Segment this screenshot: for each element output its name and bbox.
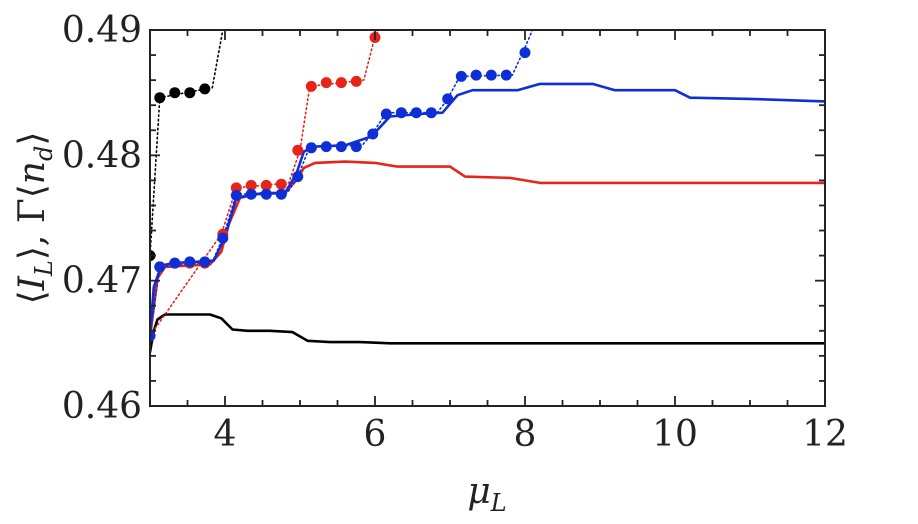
data-point-red-markers	[292, 144, 304, 156]
x-axis-label: μL	[467, 471, 506, 517]
data-point-red-markers	[245, 179, 257, 191]
y-tick-label: 0.46	[62, 386, 142, 427]
data-point-blue-markers	[245, 188, 257, 200]
data-point-blue-markers	[169, 257, 181, 269]
data-point-blue-markers	[154, 261, 166, 273]
plot-area	[150, 30, 825, 354]
data-point-black-markers	[154, 92, 166, 104]
data-point-black-markers	[199, 83, 211, 95]
ticks	[149, 29, 826, 407]
data-point-red-markers	[275, 178, 287, 190]
y-axis-label: ⟨IL⟩, Γ⟨nd⟩	[12, 132, 58, 305]
data-point-black-markers	[169, 87, 181, 99]
data-point-blue-markers	[395, 107, 407, 119]
data-point-blue-markers	[305, 142, 317, 154]
data-point-red-markers	[305, 80, 317, 92]
data-point-red-markers	[335, 77, 347, 89]
data-point-blue-markers	[260, 188, 272, 200]
x-tick-label: 6	[364, 414, 387, 455]
x-tick-label: 8	[514, 414, 537, 455]
data-point-blue-markers	[442, 93, 454, 105]
data-point-blue-markers	[335, 141, 347, 153]
data-point-blue-markers	[230, 189, 242, 201]
data-point-red-markers	[350, 75, 362, 87]
data-point-blue-markers	[184, 256, 196, 268]
series-line-red-dotted	[150, 30, 380, 337]
y-tick-label: 0.49	[62, 10, 142, 51]
data-point-blue-markers	[500, 69, 512, 81]
data-point-black-markers	[184, 87, 196, 99]
data-point-blue-markers	[410, 107, 422, 119]
y-tick-label: 0.47	[62, 261, 142, 302]
data-point-red-markers	[320, 77, 332, 89]
data-point-blue-markers	[470, 69, 482, 81]
series-line-black-line	[150, 313, 825, 354]
data-point-blue-markers	[150, 330, 156, 342]
data-point-blue-markers	[292, 171, 304, 183]
data-point-blue-markers	[350, 141, 362, 153]
data-point-blue-markers	[367, 128, 379, 140]
data-point-blue-markers	[455, 70, 467, 82]
y-tick-label: 0.48	[62, 135, 142, 176]
x-tick-label: 12	[802, 414, 848, 455]
data-point-blue-markers	[320, 141, 332, 153]
data-point-blue-markers	[380, 108, 392, 120]
data-point-red-markers	[260, 179, 272, 191]
x-tick-label: 4	[214, 414, 237, 455]
data-point-blue-markers	[425, 107, 437, 119]
data-point-blue-markers	[275, 188, 287, 200]
x-tick-label: 10	[652, 414, 698, 455]
data-point-blue-markers	[217, 232, 229, 244]
data-point-blue-markers	[485, 69, 497, 81]
data-point-blue-markers	[199, 256, 211, 268]
tick-labels: 4 6 8 10 12 0.46 0.47 0.48 0.49	[62, 10, 848, 455]
data-point-blue-markers	[519, 47, 531, 59]
